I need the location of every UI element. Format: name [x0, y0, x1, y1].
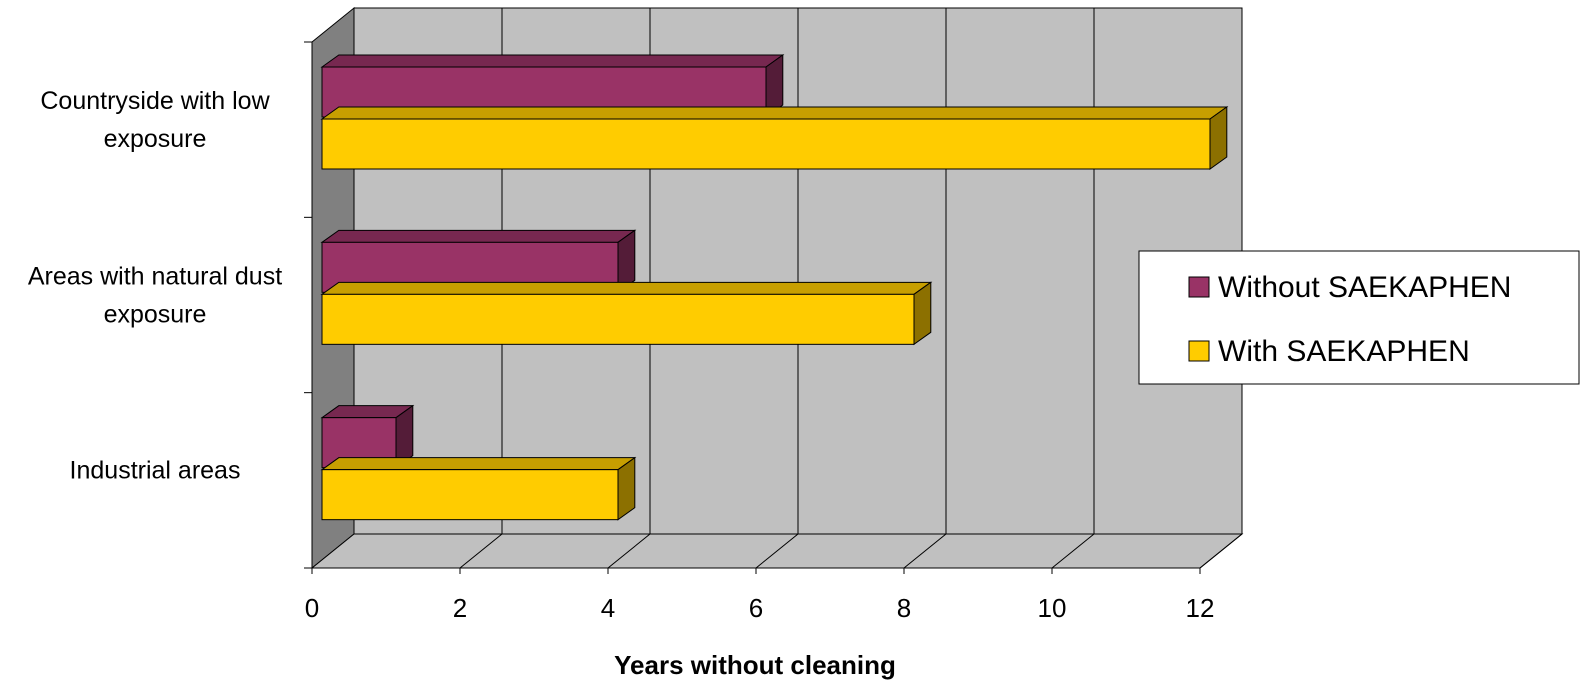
bar-front	[321, 118, 1211, 170]
category-label-line: exposure	[104, 300, 207, 328]
bar-top	[320, 281, 933, 295]
bar-front	[321, 293, 915, 345]
bar	[320, 106, 1229, 170]
legend-label: Without SAEKAPHEN	[1218, 271, 1511, 304]
floor-gridline	[903, 533, 947, 569]
floor-gridline	[607, 533, 651, 569]
legend-box	[1138, 250, 1580, 385]
legend-label: With SAEKAPHEN	[1218, 335, 1470, 368]
bars	[320, 54, 1229, 521]
x-tick-label: 12	[1186, 593, 1215, 623]
x-tick-label: 10	[1038, 593, 1067, 623]
bar-top	[320, 229, 637, 243]
bar	[320, 281, 933, 346]
floor-gridline	[1199, 533, 1243, 569]
category-label: Countryside with low exposure	[40, 87, 270, 153]
legend-swatch	[1188, 276, 1210, 298]
category-label-line: Countryside with low	[40, 87, 270, 115]
x-tick-labels: 0 2 4 6 8 10 12	[305, 593, 1215, 623]
floor-gridline	[755, 533, 799, 569]
floor-gridline	[1051, 533, 1095, 569]
bar	[320, 456, 637, 521]
x-tick-label: 4	[601, 593, 615, 623]
x-tick-label: 2	[453, 593, 467, 623]
axes	[304, 41, 1201, 574]
x-tick-label: 8	[897, 593, 911, 623]
category-label-line: exposure	[104, 125, 207, 153]
x-tick-label: 0	[305, 593, 319, 623]
legend: Without SAEKAPHEN With SAEKAPHEN	[1138, 250, 1580, 385]
category-label: Industrial areas	[70, 457, 241, 485]
floor-gridline	[459, 533, 503, 569]
bar-top	[320, 106, 1229, 120]
category-label-line: Industrial areas	[70, 457, 241, 485]
x-axis-title: Years without cleaning	[614, 650, 896, 680]
category-label: Areas with natural dust exposure	[28, 262, 282, 328]
x-tick-label: 6	[749, 593, 763, 623]
bar-top	[320, 54, 785, 68]
bar-front	[321, 469, 619, 521]
legend-swatch	[1188, 340, 1210, 362]
category-label-line: Areas with natural dust	[28, 262, 282, 290]
bar-top	[320, 457, 637, 471]
